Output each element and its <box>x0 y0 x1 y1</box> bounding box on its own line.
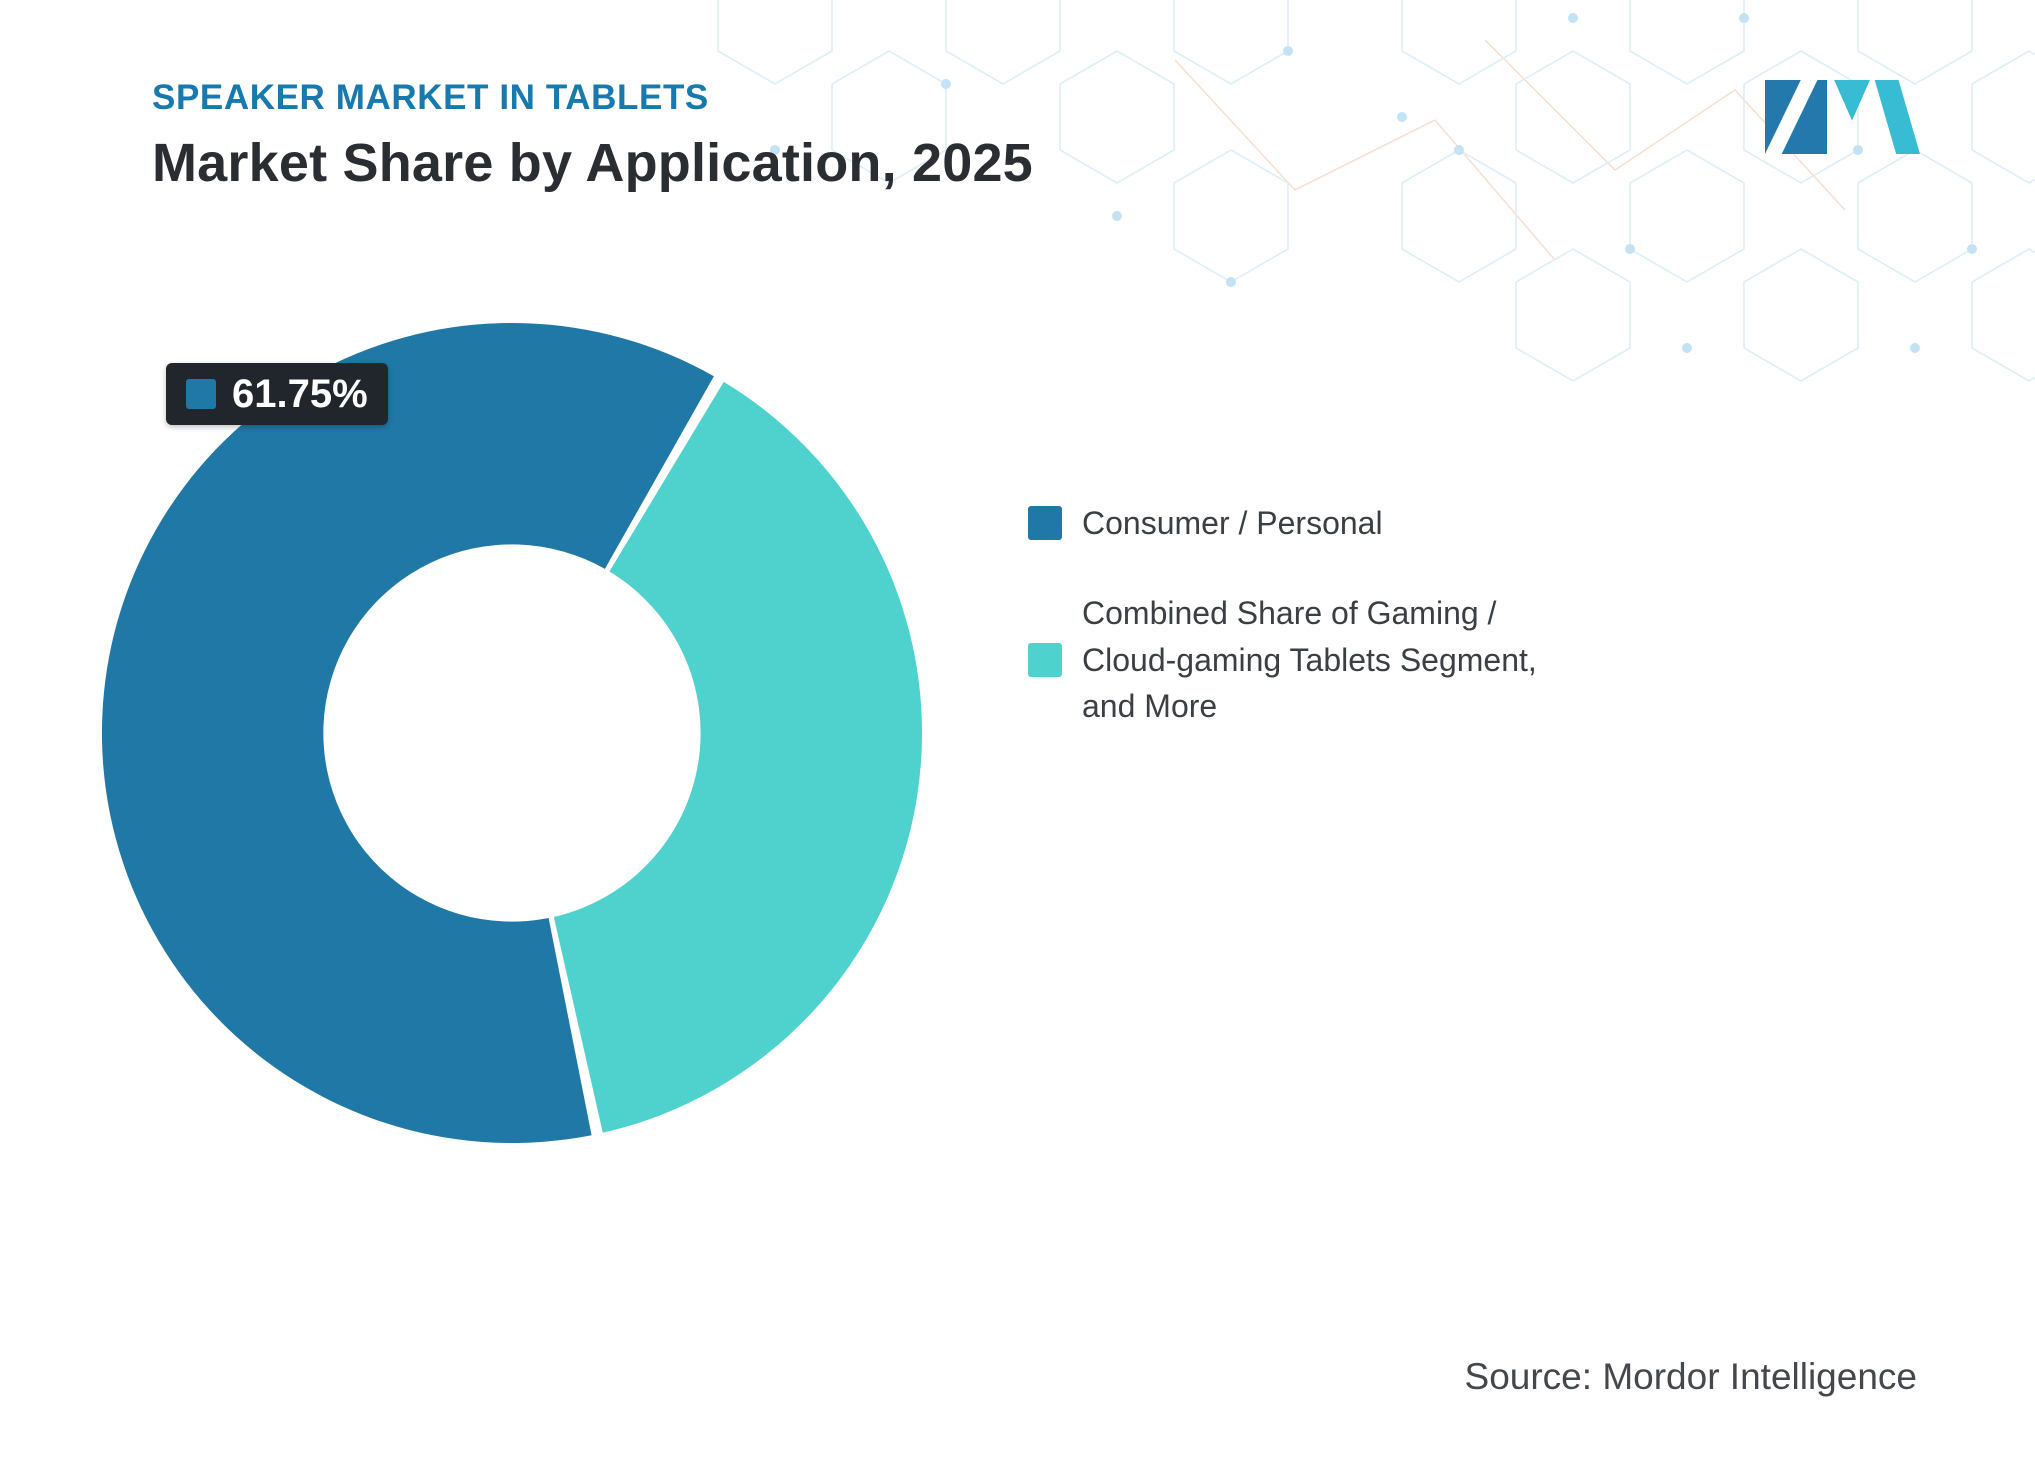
donut-segment-0 <box>101 323 714 1144</box>
donut-chart <box>97 318 927 1148</box>
legend-item-consumer: Consumer / Personal <box>1028 500 1567 546</box>
data-label-callout: 61.75% <box>166 363 388 425</box>
consumer-segment-swatch <box>186 379 216 409</box>
data-label-value: 61.75% <box>232 371 368 416</box>
donut-chart-svg <box>101 323 923 1144</box>
source-attribution: Source: Mordor Intelligence <box>1464 1356 1917 1397</box>
legend: Consumer / Personal Combined Share of Ga… <box>1028 500 1567 774</box>
chart-title: Market Share by Application, 2025 <box>152 133 1033 193</box>
donut-segment-1 <box>553 381 923 1133</box>
report-eyebrow: SPEAKER MARKET IN TABLETS <box>152 78 709 117</box>
legend-item-gaming: Combined Share of Gaming / Cloud-gaming … <box>1028 590 1567 729</box>
legend-label-gaming: Combined Share of Gaming / Cloud-gaming … <box>1082 595 1537 725</box>
mordor-intelligence-logo <box>1765 80 1920 159</box>
legend-swatch-consumer <box>1028 506 1062 541</box>
header: SPEAKER MARKET IN TABLETS Market Share b… <box>152 78 1033 194</box>
legend-label-consumer: Consumer / Personal <box>1082 505 1383 541</box>
logo-icon <box>1765 80 1920 154</box>
legend-swatch-gaming <box>1028 642 1062 677</box>
